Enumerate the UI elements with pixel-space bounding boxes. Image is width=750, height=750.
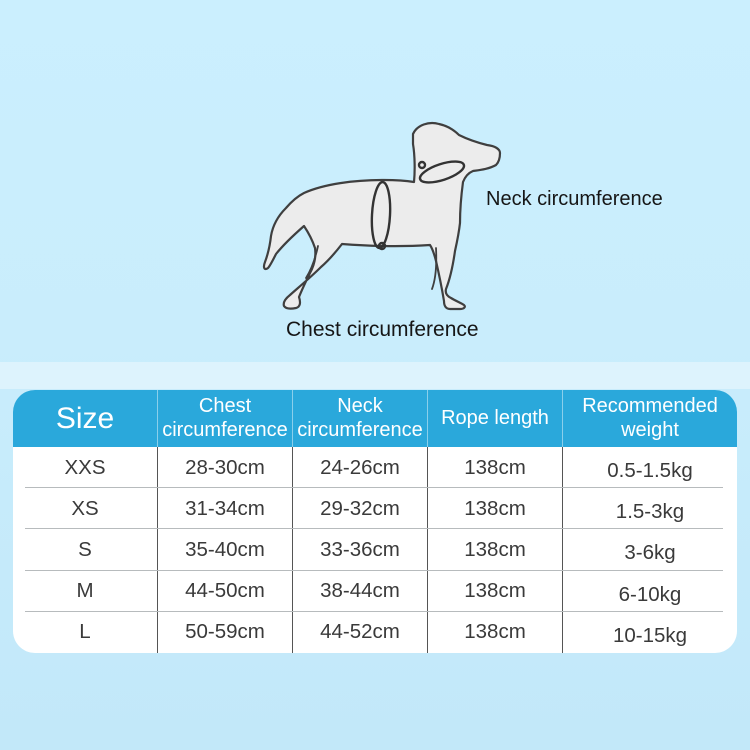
cell-weight: 6-10kg — [618, 582, 682, 606]
cell-weight: 3-6kg — [624, 541, 676, 565]
cell-rope: 138cm — [428, 570, 563, 612]
cell-weight: 1.5-3kg — [615, 500, 685, 524]
far-front-leg-line — [431, 247, 438, 290]
cell-neck: 44-52cm — [293, 611, 428, 653]
far-hind-leg-line — [305, 245, 319, 279]
size-table: Size Chest circumference Neck circumfere… — [13, 390, 737, 653]
cell-neck: 38-44cm — [293, 570, 428, 612]
cell-size: M — [13, 570, 158, 612]
header-rope: Rope length — [428, 390, 563, 447]
chest-circumference-label: Chest circumference — [286, 318, 479, 341]
cell-chest: 31-34cm — [158, 488, 293, 530]
cell-weight: 0.5-1.5kg — [607, 459, 693, 483]
table-row: XS 31-34cm 29-32cm 138cm 1.5-3kg — [13, 488, 737, 530]
cell-neck: 33-36cm — [293, 529, 428, 571]
cell-chest: 28-30cm — [158, 447, 293, 489]
cell-weight: 10-15kg — [612, 623, 688, 647]
cell-size: L — [13, 611, 158, 653]
neck-circumference-label: Neck circumference — [486, 188, 663, 210]
size-table-header-row: Size Chest circumference Neck circumfere… — [13, 390, 737, 447]
header-size: Size — [13, 390, 158, 447]
table-row: XXS 28-30cm 24-26cm 138cm 0.5-1.5kg — [13, 447, 737, 489]
header-chest: Chest circumference — [158, 390, 293, 447]
cell-chest: 50-59cm — [158, 611, 293, 653]
cell-rope: 138cm — [428, 488, 563, 530]
cell-chest: 44-50cm — [158, 570, 293, 612]
cell-neck: 29-32cm — [293, 488, 428, 530]
neck-band — [417, 160, 466, 184]
header-neck: Neck circumference — [293, 390, 428, 447]
cell-chest: 35-40cm — [158, 529, 293, 571]
background-highlight-band — [0, 362, 750, 389]
cell-rope: 138cm — [428, 611, 563, 653]
cell-size: XXS — [13, 447, 158, 489]
dog-outline-icon — [262, 121, 502, 311]
cell-rope: 138cm — [428, 447, 563, 489]
table-row: S 35-40cm 33-36cm 138cm 3-6kg — [13, 529, 737, 571]
table-row: L 50-59cm 44-52cm 138cm 10-15kg — [13, 611, 737, 653]
chest-band — [370, 180, 392, 251]
cell-size: XS — [13, 488, 158, 530]
cell-neck: 24-26cm — [293, 447, 428, 489]
header-weight: Recommended weight — [582, 394, 718, 441]
table-row: M 44-50cm 38-44cm 138cm 6-10kg — [13, 570, 737, 612]
dog-illustration — [252, 118, 522, 318]
cell-size: S — [13, 529, 158, 571]
cell-rope: 138cm — [428, 529, 563, 571]
